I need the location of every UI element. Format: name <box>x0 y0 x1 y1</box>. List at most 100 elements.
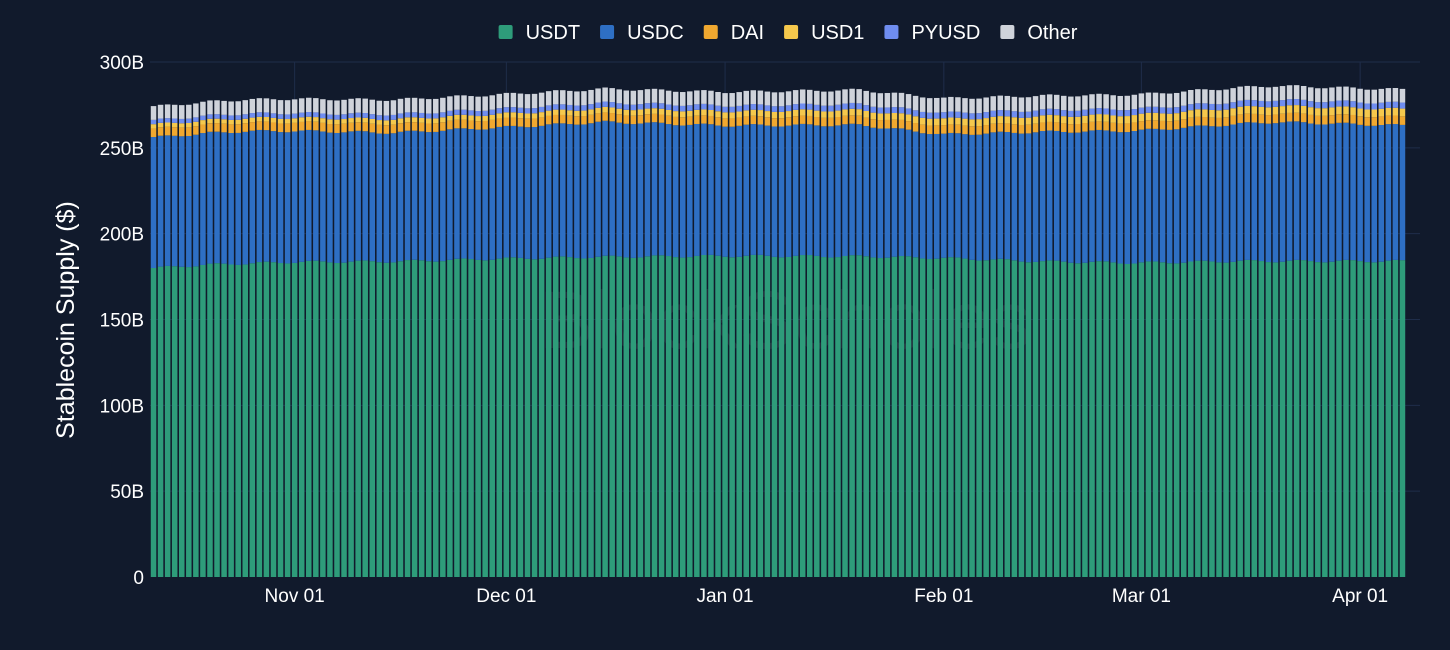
bar-segment-usdt <box>1399 260 1406 577</box>
legend-item-pyusd[interactable]: PYUSD <box>884 22 980 44</box>
legend-swatch <box>1000 25 1015 39</box>
bar-segment-pyusd <box>1145 106 1152 113</box>
bar-segment-usd1 <box>1265 107 1272 116</box>
bar-segment-pyusd <box>1173 107 1180 114</box>
bar-segment-other <box>997 95 1004 111</box>
bar-segment-other <box>284 100 291 115</box>
bar-segment-pyusd <box>411 112 418 118</box>
bar-segment-usdc <box>581 124 587 259</box>
bar-segment-dai <box>708 115 714 125</box>
bar-segment-usdt <box>602 255 608 578</box>
bar-segment-pyusd <box>313 112 319 118</box>
bar-segment-pyusd <box>905 108 912 115</box>
bar-segment-other <box>1279 86 1286 101</box>
bar-segment-other <box>447 96 453 111</box>
bar-segment-dai <box>630 115 637 125</box>
bar-segment-dai <box>1188 117 1194 127</box>
bar-segment-pyusd <box>461 109 467 115</box>
bar-segment-usdc <box>658 122 665 256</box>
bar-segment-dai <box>1350 114 1356 124</box>
bar-segment-dai <box>214 123 220 132</box>
bar-segment-other <box>581 91 587 106</box>
bar-segment-dai <box>228 124 234 134</box>
bar-segment-usdt <box>567 257 573 577</box>
bar-segment-other <box>969 98 975 114</box>
bar-segment-usd1 <box>1011 117 1018 125</box>
bar-segment-other <box>214 100 220 115</box>
bar-segment-dai <box>658 114 665 123</box>
bar-segment-usdc <box>270 131 277 263</box>
bar-segment-usd1 <box>630 110 637 116</box>
bar-segment-pyusd <box>1053 109 1060 116</box>
bar-segment-usdc <box>799 123 806 256</box>
bar-segment-other <box>785 91 792 106</box>
bar-segment-dai <box>320 122 326 132</box>
legend-item-other[interactable]: Other <box>1000 22 1078 44</box>
bar-segment-pyusd <box>524 108 531 114</box>
bar-segment-usdt <box>1195 260 1201 577</box>
bar-segment-usdc <box>814 125 820 256</box>
bar-segment-usdt <box>164 265 171 577</box>
bar-segment-dai <box>962 125 968 135</box>
bar-segment-other <box>1032 96 1039 111</box>
bar-segment-usd1 <box>856 109 862 116</box>
bar-segment-usdc <box>221 132 227 264</box>
bar-segment-dai <box>609 113 615 122</box>
bar-segment-usdc <box>1293 121 1300 260</box>
bar-segment-usd1 <box>200 120 206 125</box>
bar-segment-usdt <box>1004 259 1011 577</box>
bar-segment-usdt <box>1124 263 1131 577</box>
bar-segment-usdc <box>461 128 467 259</box>
bar-segment-dai <box>870 119 877 128</box>
bar-segment-other <box>1371 89 1377 104</box>
bar-segment-other <box>743 90 749 105</box>
bar-segment-pyusd <box>821 105 827 112</box>
bar-segment-usdc <box>764 125 771 256</box>
bar-segment-pyusd <box>863 105 869 111</box>
bar-segment-usdc <box>884 128 891 258</box>
bar-segment-usd1 <box>595 107 601 114</box>
bar-segment-usd1 <box>1315 108 1321 116</box>
bar-segment-usdt <box>150 268 157 577</box>
bar-segment-usdc <box>708 124 714 255</box>
bar-segment-usdc <box>157 135 164 267</box>
bar-segment-pyusd <box>609 102 615 108</box>
bar-segment-other <box>256 98 263 113</box>
bar-segment-pyusd <box>404 112 411 118</box>
bar-segment-usdc <box>1166 129 1173 264</box>
bar-segment-usdc <box>284 132 291 264</box>
bar-segment-other <box>1018 97 1025 112</box>
bar-segment-pyusd <box>1025 111 1032 118</box>
legend-label: DAI <box>731 22 764 44</box>
bar-segment-usd1 <box>475 116 481 122</box>
bar-segment-pyusd <box>1385 101 1392 108</box>
bar-segment-pyusd <box>1075 110 1081 117</box>
bar-segment-pyusd <box>891 107 898 113</box>
bar-segment-other <box>221 100 227 115</box>
bar-segment-usdc <box>503 125 510 258</box>
bar-segment-dai <box>1053 122 1060 131</box>
bar-segment-other <box>306 97 312 113</box>
bar-segment-other <box>891 92 898 108</box>
bar-segment-pyusd <box>256 112 263 117</box>
y-tick-label: 150B <box>100 311 144 332</box>
bar-segment-pyusd <box>560 104 566 110</box>
bar-segment-usd1 <box>743 110 749 117</box>
bar-segment-usd1 <box>877 113 884 121</box>
legend-item-dai[interactable]: DAI <box>703 22 764 44</box>
bar-segment-usd1 <box>207 118 213 124</box>
bar-segment-pyusd <box>630 104 637 111</box>
bar-segment-other <box>687 91 693 106</box>
bar-segment-dai <box>291 122 298 132</box>
legend-item-usd1[interactable]: USD1 <box>784 22 864 44</box>
bar-segment-pyusd <box>983 112 989 119</box>
bar-segment-usdt <box>736 256 742 577</box>
bar-segment-usdc <box>1152 128 1159 262</box>
legend-item-usdc[interactable]: USDC <box>600 22 684 44</box>
bar-segment-usdc <box>1378 125 1385 262</box>
bar-segment-pyusd <box>531 108 538 114</box>
bar-segment-usdc <box>1357 124 1363 262</box>
bar-segment-other <box>510 92 517 108</box>
bar-segment-usd1 <box>948 117 954 125</box>
legend-item-usdt[interactable]: USDT <box>498 22 580 44</box>
